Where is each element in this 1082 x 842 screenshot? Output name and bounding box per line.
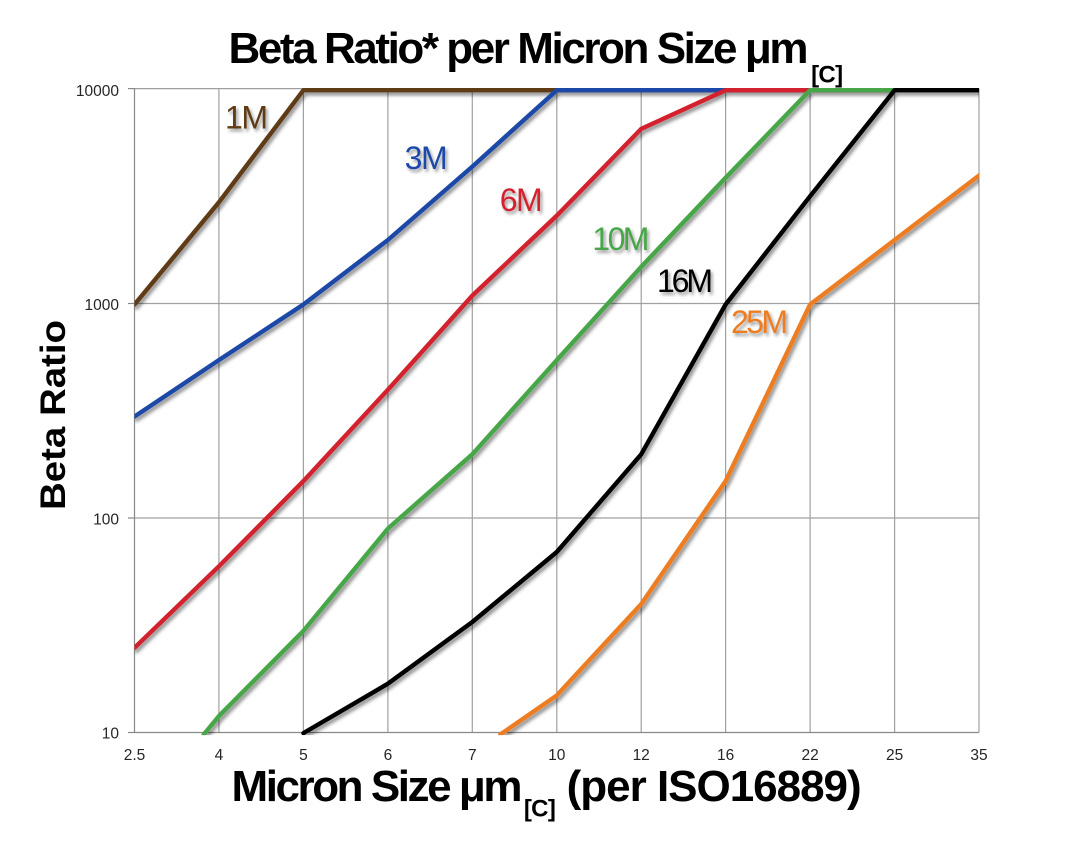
svg-text:2.5: 2.5 bbox=[124, 747, 146, 764]
svg-text:25: 25 bbox=[886, 747, 903, 764]
svg-text:6: 6 bbox=[384, 747, 393, 764]
svg-text:10M: 10M bbox=[592, 221, 649, 257]
svg-text:10: 10 bbox=[102, 726, 120, 743]
svg-text:3M: 3M bbox=[405, 140, 448, 176]
svg-text:10000: 10000 bbox=[76, 83, 119, 100]
svg-text:5: 5 bbox=[299, 747, 308, 764]
svg-text:10: 10 bbox=[548, 747, 566, 764]
svg-text:1M: 1M bbox=[225, 100, 268, 136]
svg-text:Beta Ratio: Beta Ratio bbox=[34, 320, 73, 510]
svg-text:4: 4 bbox=[215, 747, 224, 764]
svg-text:100: 100 bbox=[93, 511, 119, 528]
svg-text:Beta Ratio* per Micron Size μm: Beta Ratio* per Micron Size μm[C] bbox=[229, 24, 844, 89]
svg-text:Micron Size μm[C](per ISO16889: Micron Size μm[C] (per ISO16889) bbox=[232, 762, 862, 822]
svg-text:35: 35 bbox=[970, 747, 987, 764]
svg-text:16: 16 bbox=[717, 747, 734, 764]
svg-text:25M: 25M bbox=[731, 304, 788, 340]
svg-text:1000: 1000 bbox=[85, 297, 120, 314]
svg-text:22: 22 bbox=[801, 747, 818, 764]
svg-text:12: 12 bbox=[633, 747, 650, 764]
svg-text:16M: 16M bbox=[657, 263, 713, 299]
svg-text:6M: 6M bbox=[500, 182, 543, 218]
svg-text:7: 7 bbox=[468, 747, 477, 764]
